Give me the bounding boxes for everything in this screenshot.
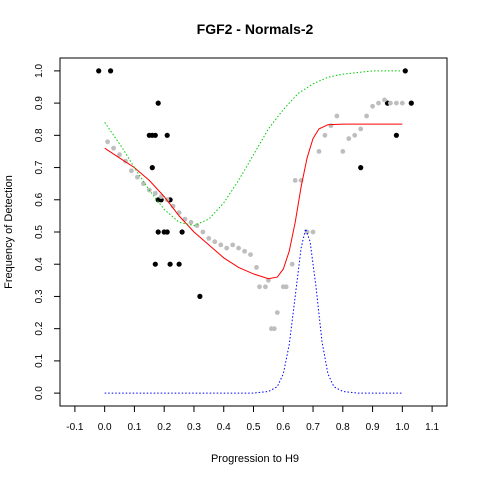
smoothed-point	[129, 168, 134, 174]
smoothed-point	[248, 252, 253, 257]
plot-frame	[59, 57, 448, 407]
smoothed-point	[224, 245, 230, 251]
x-tick-label: 0.5	[247, 422, 261, 433]
data-point	[402, 68, 408, 74]
data-point	[152, 132, 158, 138]
smoothed-point	[388, 100, 393, 106]
smoothed-point	[322, 132, 328, 138]
data-point	[167, 261, 173, 267]
smoothed-point	[334, 113, 340, 119]
data-point	[393, 132, 399, 138]
data-point	[155, 100, 161, 106]
y-tick-label: 0.0	[34, 386, 45, 400]
y-tick-label: 0.5	[34, 225, 45, 239]
smoothed-point	[358, 126, 364, 132]
smoothed-point	[236, 245, 242, 251]
x-tick-label: 1.1	[425, 422, 439, 433]
data-point	[197, 293, 203, 299]
fit-curve	[104, 123, 403, 280]
y-tick-label: 0.4	[34, 257, 45, 271]
smoothed-point	[152, 190, 158, 196]
smoothed-point	[310, 229, 316, 235]
smoothed-point	[200, 229, 206, 235]
y-tick-label: 0.1	[34, 354, 45, 368]
data-point	[152, 261, 158, 267]
smoothed-point	[230, 242, 236, 248]
smoothed-point	[158, 194, 164, 200]
data-point	[164, 132, 170, 138]
smoothed-point	[170, 203, 176, 209]
y-tick-label: 0.3	[34, 289, 45, 303]
smoothed-point	[271, 326, 277, 332]
x-tick-label: 0.6	[276, 422, 290, 433]
smoothed-point	[218, 242, 224, 248]
smoothed-point	[135, 174, 140, 180]
data-point	[96, 68, 102, 74]
plot-marks	[96, 68, 414, 394]
x-tick-label: 0.4	[217, 422, 231, 433]
smoothed-point	[242, 248, 248, 254]
smoothed-point	[188, 219, 194, 225]
smoothed-point	[105, 139, 110, 145]
y-tick-label: 0.7	[34, 160, 45, 174]
x-tick-label: 0.3	[187, 422, 201, 433]
y-axis: 0.0 0.1 0.2 0.3 0.4 0.5 0.6 0.7 0.8 0.9 1.0	[34, 64, 60, 400]
smoothed-point	[340, 149, 346, 154]
x-tick-label: 0.1	[127, 422, 141, 433]
data-point	[358, 165, 364, 171]
smoothed-point	[399, 100, 405, 106]
smoothed-point	[266, 277, 271, 283]
smoothed-point	[364, 113, 369, 119]
y-tick-label: 1.0	[34, 64, 45, 78]
y-tick-label: 0.8	[34, 128, 45, 142]
dotted-curve	[104, 70, 403, 227]
data-point	[164, 229, 170, 235]
dotted-curve	[104, 227, 403, 394]
x-tick-label: 0.9	[366, 422, 380, 433]
x-tick-label: 0.0	[98, 422, 112, 433]
smoothed-point	[206, 236, 212, 241]
smoothed-point	[263, 284, 268, 290]
data-point	[179, 229, 185, 235]
smoothed-point	[382, 97, 387, 103]
smoothed-point	[292, 178, 298, 183]
x-axis-label: Progression to H9	[211, 453, 299, 465]
smoothed-point	[316, 149, 322, 154]
smoothed-point	[283, 284, 289, 290]
smoothed-point	[257, 284, 262, 290]
x-tick-label: 0.7	[306, 422, 320, 433]
x-tick-label: -0.1	[66, 422, 84, 433]
y-axis-label: Frequency of Detection	[3, 175, 15, 289]
x-tick-label: 0.2	[157, 422, 171, 433]
chart-title: FGF2 - Normals-2	[197, 21, 314, 37]
smoothed-point	[346, 136, 352, 142]
smoothed-point	[394, 100, 399, 106]
smoothed-point	[254, 265, 259, 270]
smoothed-point	[212, 239, 218, 245]
y-tick-label: 0.2	[34, 321, 45, 335]
data-point	[176, 261, 182, 267]
smoothed-point	[274, 310, 280, 315]
smoothed-point	[111, 145, 116, 151]
data-point	[149, 165, 155, 171]
smoothed-point	[117, 152, 122, 158]
smoothed-point	[141, 181, 146, 187]
x-tick-label: 1.0	[395, 422, 409, 433]
smoothed-point	[370, 103, 375, 109]
smoothed-point	[352, 132, 358, 138]
smoothed-point	[376, 100, 381, 106]
data-point	[155, 229, 161, 235]
smoothed-point	[194, 223, 200, 229]
data-point	[408, 100, 414, 106]
y-tick-label: 0.6	[34, 192, 45, 206]
y-tick-label: 0.9	[34, 96, 45, 110]
x-tick-label: 0.8	[336, 422, 350, 433]
smoothed-point	[289, 261, 295, 267]
x-axis: -0.1 0.0 0.1 0.2 0.3 0.4 0.5 0.6 0.7 0.8 0.9 1.0 1.1	[66, 406, 440, 433]
data-point	[108, 68, 114, 74]
